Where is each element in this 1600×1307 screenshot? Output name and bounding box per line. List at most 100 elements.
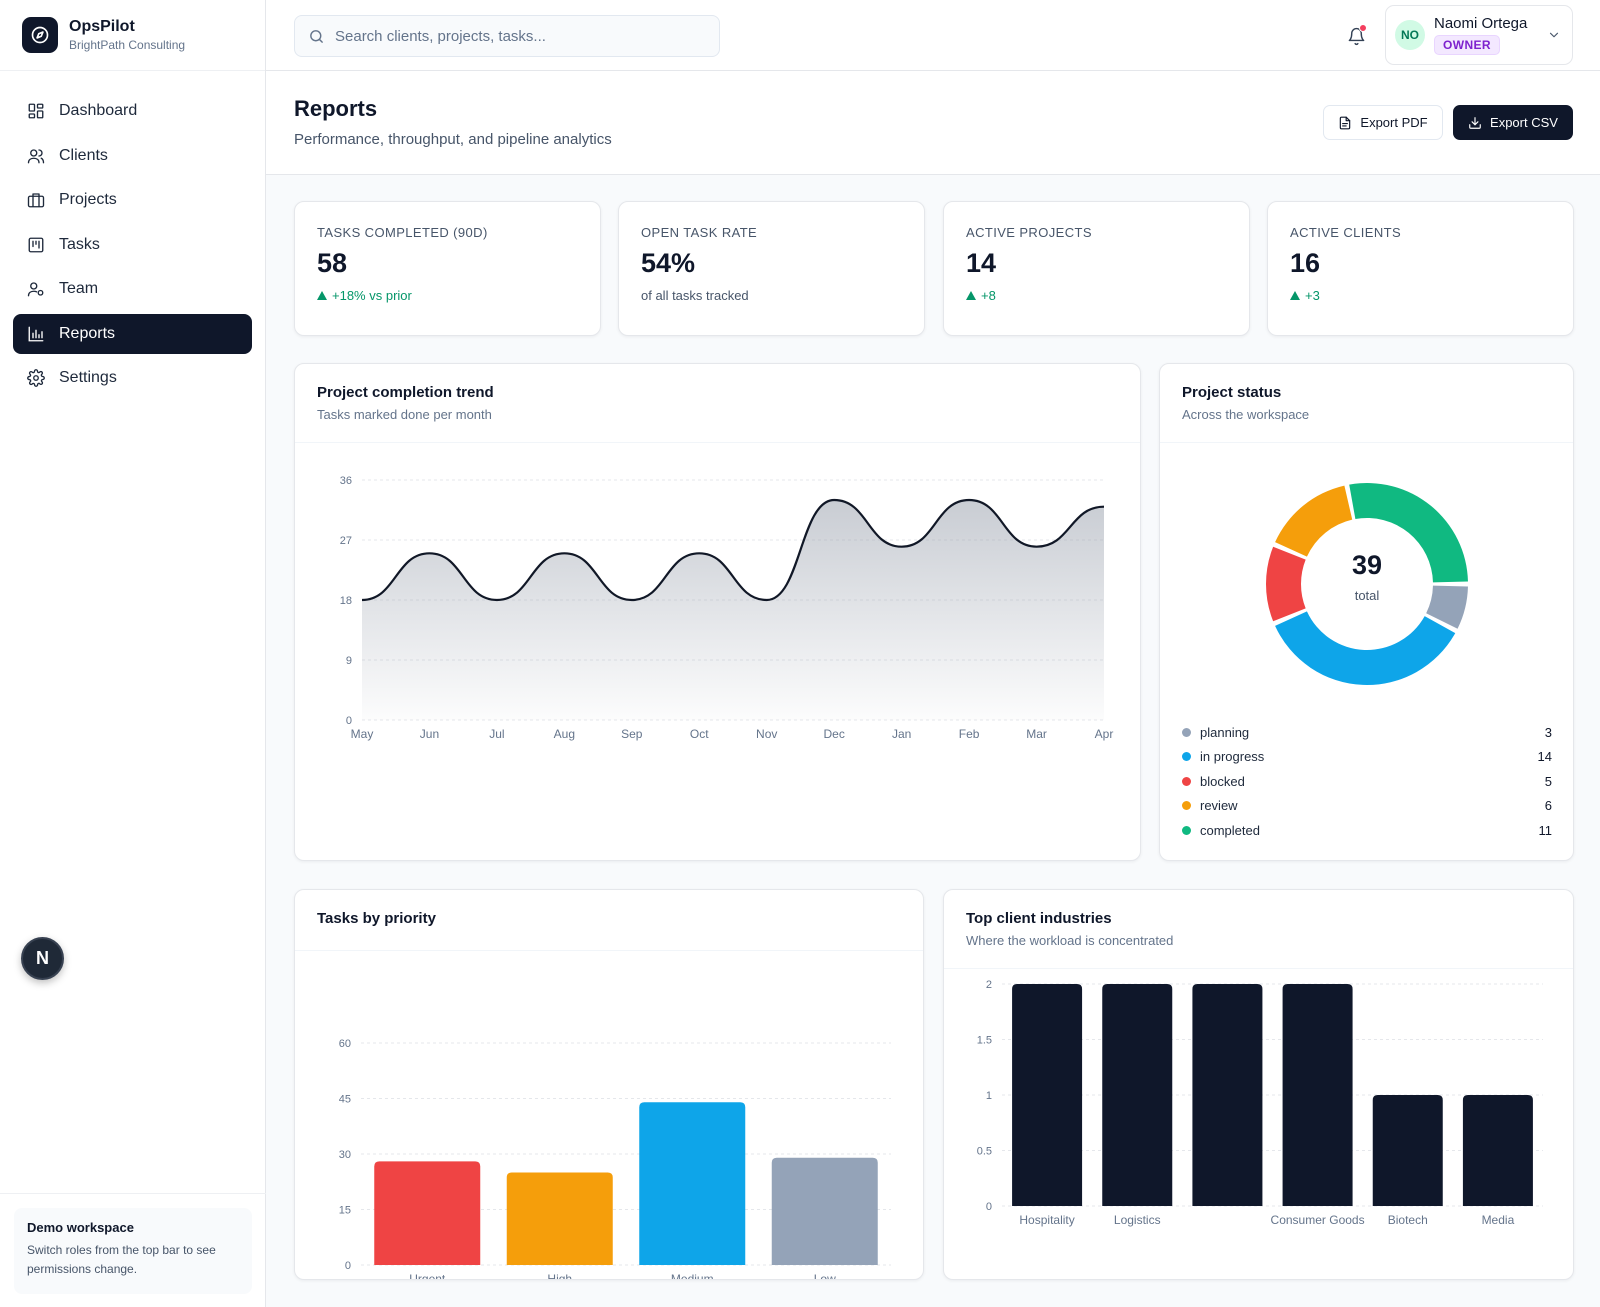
kpi-value: 14 [966, 248, 997, 278]
bar-urgent[interactable] [374, 1161, 481, 1265]
panel-subtitle: Where the workload is concentrated [966, 933, 1174, 948]
trend-point[interactable] [491, 594, 503, 606]
export-pdf-button[interactable]: Export PDF [1323, 105, 1443, 140]
y-tick-label: 0 [986, 1201, 992, 1213]
trend-chart: 0 9 18 27 36 May Jun Jul Aug Sep Oct Nov Dec Jan Feb Ma… [340, 475, 1114, 741]
x-tick-label: Biotech [1388, 1213, 1428, 1227]
sidebar-item-team[interactable]: Team [13, 269, 252, 309]
sidebar-item-dashboard[interactable]: Dashboard [13, 91, 252, 131]
bar-high[interactable] [506, 1172, 613, 1266]
trend-point[interactable] [828, 494, 840, 506]
donut-slice-blocked[interactable] [1266, 546, 1306, 622]
notifications-button[interactable] [1344, 24, 1368, 48]
sidebar: OpsPilot BrightPath Consulting Dashboard… [0, 0, 266, 1307]
trend-line [361, 498, 1105, 602]
bar-media[interactable] [1462, 1095, 1533, 1206]
sidebar-item-tasks[interactable]: Tasks [13, 225, 252, 265]
legend-label: blocked [1200, 773, 1245, 789]
trend-point[interactable] [963, 494, 975, 506]
kanban-icon [26, 235, 46, 255]
y-tick-label: 9 [346, 655, 352, 667]
donut-total-label: total [1355, 588, 1380, 603]
user-cog-icon [26, 279, 46, 299]
x-tick-label: Low [814, 1272, 836, 1280]
bar-biotech[interactable] [1372, 1095, 1443, 1206]
trend-point[interactable] [626, 594, 638, 606]
page-header: Reports Performance, throughput, and pip… [266, 71, 1600, 175]
y-tick-label: 60 [339, 1038, 351, 1050]
x-tick-label: Jun [420, 727, 439, 741]
panel-title: Tasks by priority [317, 910, 436, 927]
briefcase-icon [26, 190, 46, 210]
avatar: NO [1395, 20, 1425, 50]
panel-title: Project status [1182, 384, 1282, 401]
legend-count: 14 [1537, 749, 1552, 765]
status-donut-chart: 39 total [1266, 483, 1468, 685]
bar-chart-icon [26, 324, 46, 344]
kpi-delta: +3 [1290, 288, 1551, 303]
next-dev-button[interactable]: N [21, 937, 64, 980]
users-icon [26, 146, 46, 166]
search-input[interactable] [335, 27, 695, 45]
trend-area [362, 500, 1104, 720]
bar-low[interactable] [771, 1157, 878, 1265]
panel-subtitle: Across the workspace [1182, 407, 1310, 422]
bar-hospitality[interactable] [1012, 984, 1083, 1206]
y-tick-label: 45 [339, 1094, 351, 1106]
trend-point[interactable] [1031, 541, 1043, 553]
legend-dot [1182, 801, 1191, 811]
sidebar-item-label: Tasks [59, 235, 100, 253]
bar-medium[interactable] [639, 1102, 746, 1265]
search-box[interactable] [294, 15, 720, 57]
demo-workspace-note: Demo workspace Switch roles from the top… [14, 1208, 252, 1294]
compass-icon [22, 17, 58, 53]
x-tick-label: Dec [824, 727, 845, 741]
trend-point[interactable] [1098, 501, 1110, 513]
y-tick-label: 18 [340, 595, 352, 607]
x-tick-label: Media [1482, 1213, 1515, 1227]
trend-point[interactable] [356, 594, 368, 606]
export-csv-button[interactable]: Export CSV [1453, 105, 1573, 140]
chevron-down-icon [1547, 28, 1561, 47]
demo-title: Demo workspace [27, 1220, 134, 1235]
user-menu[interactable]: NO Naomi Ortega OWNER [1385, 5, 1573, 65]
bar-unlabeled[interactable] [1192, 984, 1263, 1206]
status-legend: planning 3 in progress 14 blocked 5 review 6 com… [1182, 720, 1552, 843]
trend-point[interactable] [558, 547, 570, 559]
tasks-by-priority-panel: Tasks by priority 0 15 30 45 60 Urgent High Med… [294, 889, 924, 1280]
donut-slice-review[interactable] [1275, 485, 1353, 557]
trend-point[interactable] [896, 541, 908, 553]
project-completion-trend-panel: Project completion trend Tasks marked do… [294, 363, 1141, 861]
panel-header: Project status Across the workspace [1160, 364, 1573, 443]
bar-logistics[interactable] [1102, 984, 1173, 1206]
panel-header: Tasks by priority [295, 890, 923, 951]
brand-org: BrightPath Consulting [69, 38, 186, 52]
file-icon [1338, 116, 1352, 130]
x-tick-label: Feb [959, 727, 980, 741]
sidebar-item-settings[interactable]: Settings [13, 358, 252, 398]
download-icon [1468, 116, 1482, 130]
brand[interactable]: OpsPilot BrightPath Consulting [0, 0, 265, 71]
y-tick-label: 30 [339, 1149, 351, 1161]
search-icon [308, 28, 325, 45]
bar-consumer-goods[interactable] [1282, 984, 1353, 1206]
kpi-card-open-task-rate: OPEN TASK RATE 54% of all tasks tracked [618, 201, 925, 336]
sidebar-item-reports[interactable]: Reports [13, 313, 252, 354]
divider [0, 1193, 266, 1194]
x-tick-label: Mar [1026, 727, 1047, 741]
kpi-label: ACTIVE PROJECTS [966, 225, 1092, 240]
trend-point[interactable] [761, 594, 773, 606]
sidebar-nav: Dashboard Clients Projects Tasks Team [0, 71, 265, 398]
donut-slice-in-progress[interactable] [1275, 611, 1456, 685]
donut-slice-completed[interactable] [1349, 483, 1468, 583]
sidebar-item-label: Clients [59, 146, 108, 164]
trend-point[interactable] [693, 547, 705, 559]
trend-point[interactable] [423, 547, 435, 559]
donut-slice-planning[interactable] [1426, 585, 1468, 629]
sidebar-item-clients[interactable]: Clients [13, 136, 252, 176]
project-status-panel: Project status Across the workspace 39 t… [1159, 363, 1574, 861]
sidebar-item-projects[interactable]: Projects [13, 180, 252, 220]
x-tick-label: Apr [1095, 727, 1114, 741]
legend-count: 6 [1544, 798, 1552, 814]
y-tick-label: 15 [339, 1205, 351, 1217]
